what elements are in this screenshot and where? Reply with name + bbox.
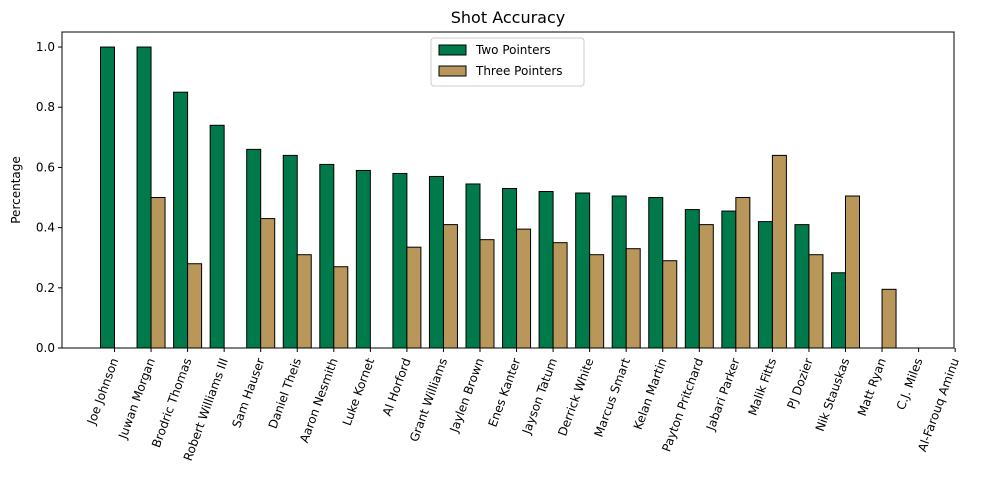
y-axis-label: Percentage [9, 156, 23, 224]
bar-two-pointers [538, 191, 554, 349]
x-tick-label: PJ Dozier [784, 356, 815, 411]
bar-three-pointers [516, 228, 532, 349]
legend-label: Three Pointers [475, 64, 563, 78]
bar-two-pointers [100, 46, 115, 349]
bar-two-pointers [611, 195, 627, 349]
x-tick-label: Daniel Theis [266, 356, 304, 430]
plot-frame [61, 31, 955, 349]
legend-swatch [438, 44, 467, 56]
bar-two-pointers [428, 175, 444, 349]
bar-three-pointers [881, 288, 897, 349]
bar-two-pointers [757, 221, 773, 349]
x-tick-label: Marcus Smart [591, 356, 633, 439]
x-tick-label: Brodric Thomas [149, 356, 194, 449]
x-tick-label: Payton Pritchard [659, 356, 706, 453]
bar-three-pointers [479, 239, 495, 349]
x-tick-label: Kelan Martin [631, 356, 670, 431]
x-tick-label: Joe Johnson [84, 356, 121, 427]
y-tick-label: 0.4 [36, 221, 55, 235]
x-tick-label: Juwan Morgan [115, 356, 157, 441]
bar-two-pointers [831, 272, 846, 349]
bar-two-pointers [136, 46, 152, 349]
bar-three-pointers [698, 224, 714, 349]
x-tick-label: Aaron Nesmith [297, 356, 341, 444]
bar-three-pointers [296, 254, 312, 349]
x-tick-label: Al Horford [380, 356, 414, 418]
bar-three-pointers [333, 266, 349, 349]
bar-two-pointers [794, 224, 810, 349]
bar-two-pointers [502, 188, 518, 349]
bar-three-pointers [589, 254, 605, 349]
bar-three-pointers [845, 195, 860, 349]
y-tick-label: 0.0 [36, 341, 55, 355]
bar-two-pointers [684, 209, 700, 349]
bar-two-pointers [246, 148, 262, 349]
bar-two-pointers [648, 197, 664, 349]
bars-group [100, 46, 897, 349]
bar-three-pointers [771, 154, 787, 349]
y-tick-label: 1.0 [36, 40, 55, 54]
bar-three-pointers [625, 248, 641, 349]
x-tick-label: Matt Ryan [855, 356, 889, 418]
bar-two-pointers [575, 192, 591, 349]
bar-three-pointers [150, 197, 166, 349]
bar-two-pointers [721, 210, 737, 349]
y-tick-label: 0.6 [36, 160, 55, 174]
bar-three-pointers [187, 263, 203, 349]
x-tick-label: Jabari Parker [703, 356, 742, 433]
x-tick-label: Al-Farouq Aminu [915, 356, 962, 453]
x-tick-label: Grant Williams [407, 356, 450, 443]
bar-two-pointers [319, 163, 335, 349]
x-tick-label: C.J. Miles [894, 356, 926, 412]
y-tick-label: 0.2 [36, 281, 55, 295]
x-tick-label: Jaylen Brown [447, 356, 487, 435]
x-tick-label: Nik Stauskas [813, 356, 852, 433]
x-tick-label: Derrick White [555, 356, 596, 438]
bar-two-pointers [173, 91, 189, 349]
legend-label: Two Pointers [475, 43, 551, 57]
x-tick-label: Malik Fitts [745, 356, 779, 417]
bar-three-pointers [552, 242, 568, 349]
x-tick-label: Sam Hauser [229, 356, 267, 429]
bar-three-pointers [735, 197, 751, 349]
x-tick-label: Luke Kornet [340, 356, 377, 428]
x-tick-label: Jayson Tatum [519, 356, 560, 437]
bar-two-pointers [355, 169, 371, 349]
bar-two-pointers [209, 124, 225, 349]
x-tick-label: Enes Kanter [485, 356, 523, 429]
y-ticks-group: 0.0 0.2 0.4 0.6 0.8 1.0 [36, 40, 62, 355]
bar-two-pointers [282, 154, 298, 349]
bar-two-pointers [465, 183, 481, 349]
bar-two-pointers [392, 172, 408, 349]
chart-title: Shot Accuracy [451, 8, 566, 27]
bar-three-pointers [442, 224, 458, 349]
bar-three-pointers [260, 218, 276, 349]
bar-three-pointers [662, 260, 678, 349]
bar-three-pointers [808, 254, 824, 349]
y-tick-label: 0.8 [36, 100, 55, 114]
bar-three-pointers [406, 246, 422, 349]
legend-swatch [438, 65, 467, 77]
legend-box [430, 37, 585, 87]
legend: Two Pointers Three Pointers [430, 37, 585, 87]
